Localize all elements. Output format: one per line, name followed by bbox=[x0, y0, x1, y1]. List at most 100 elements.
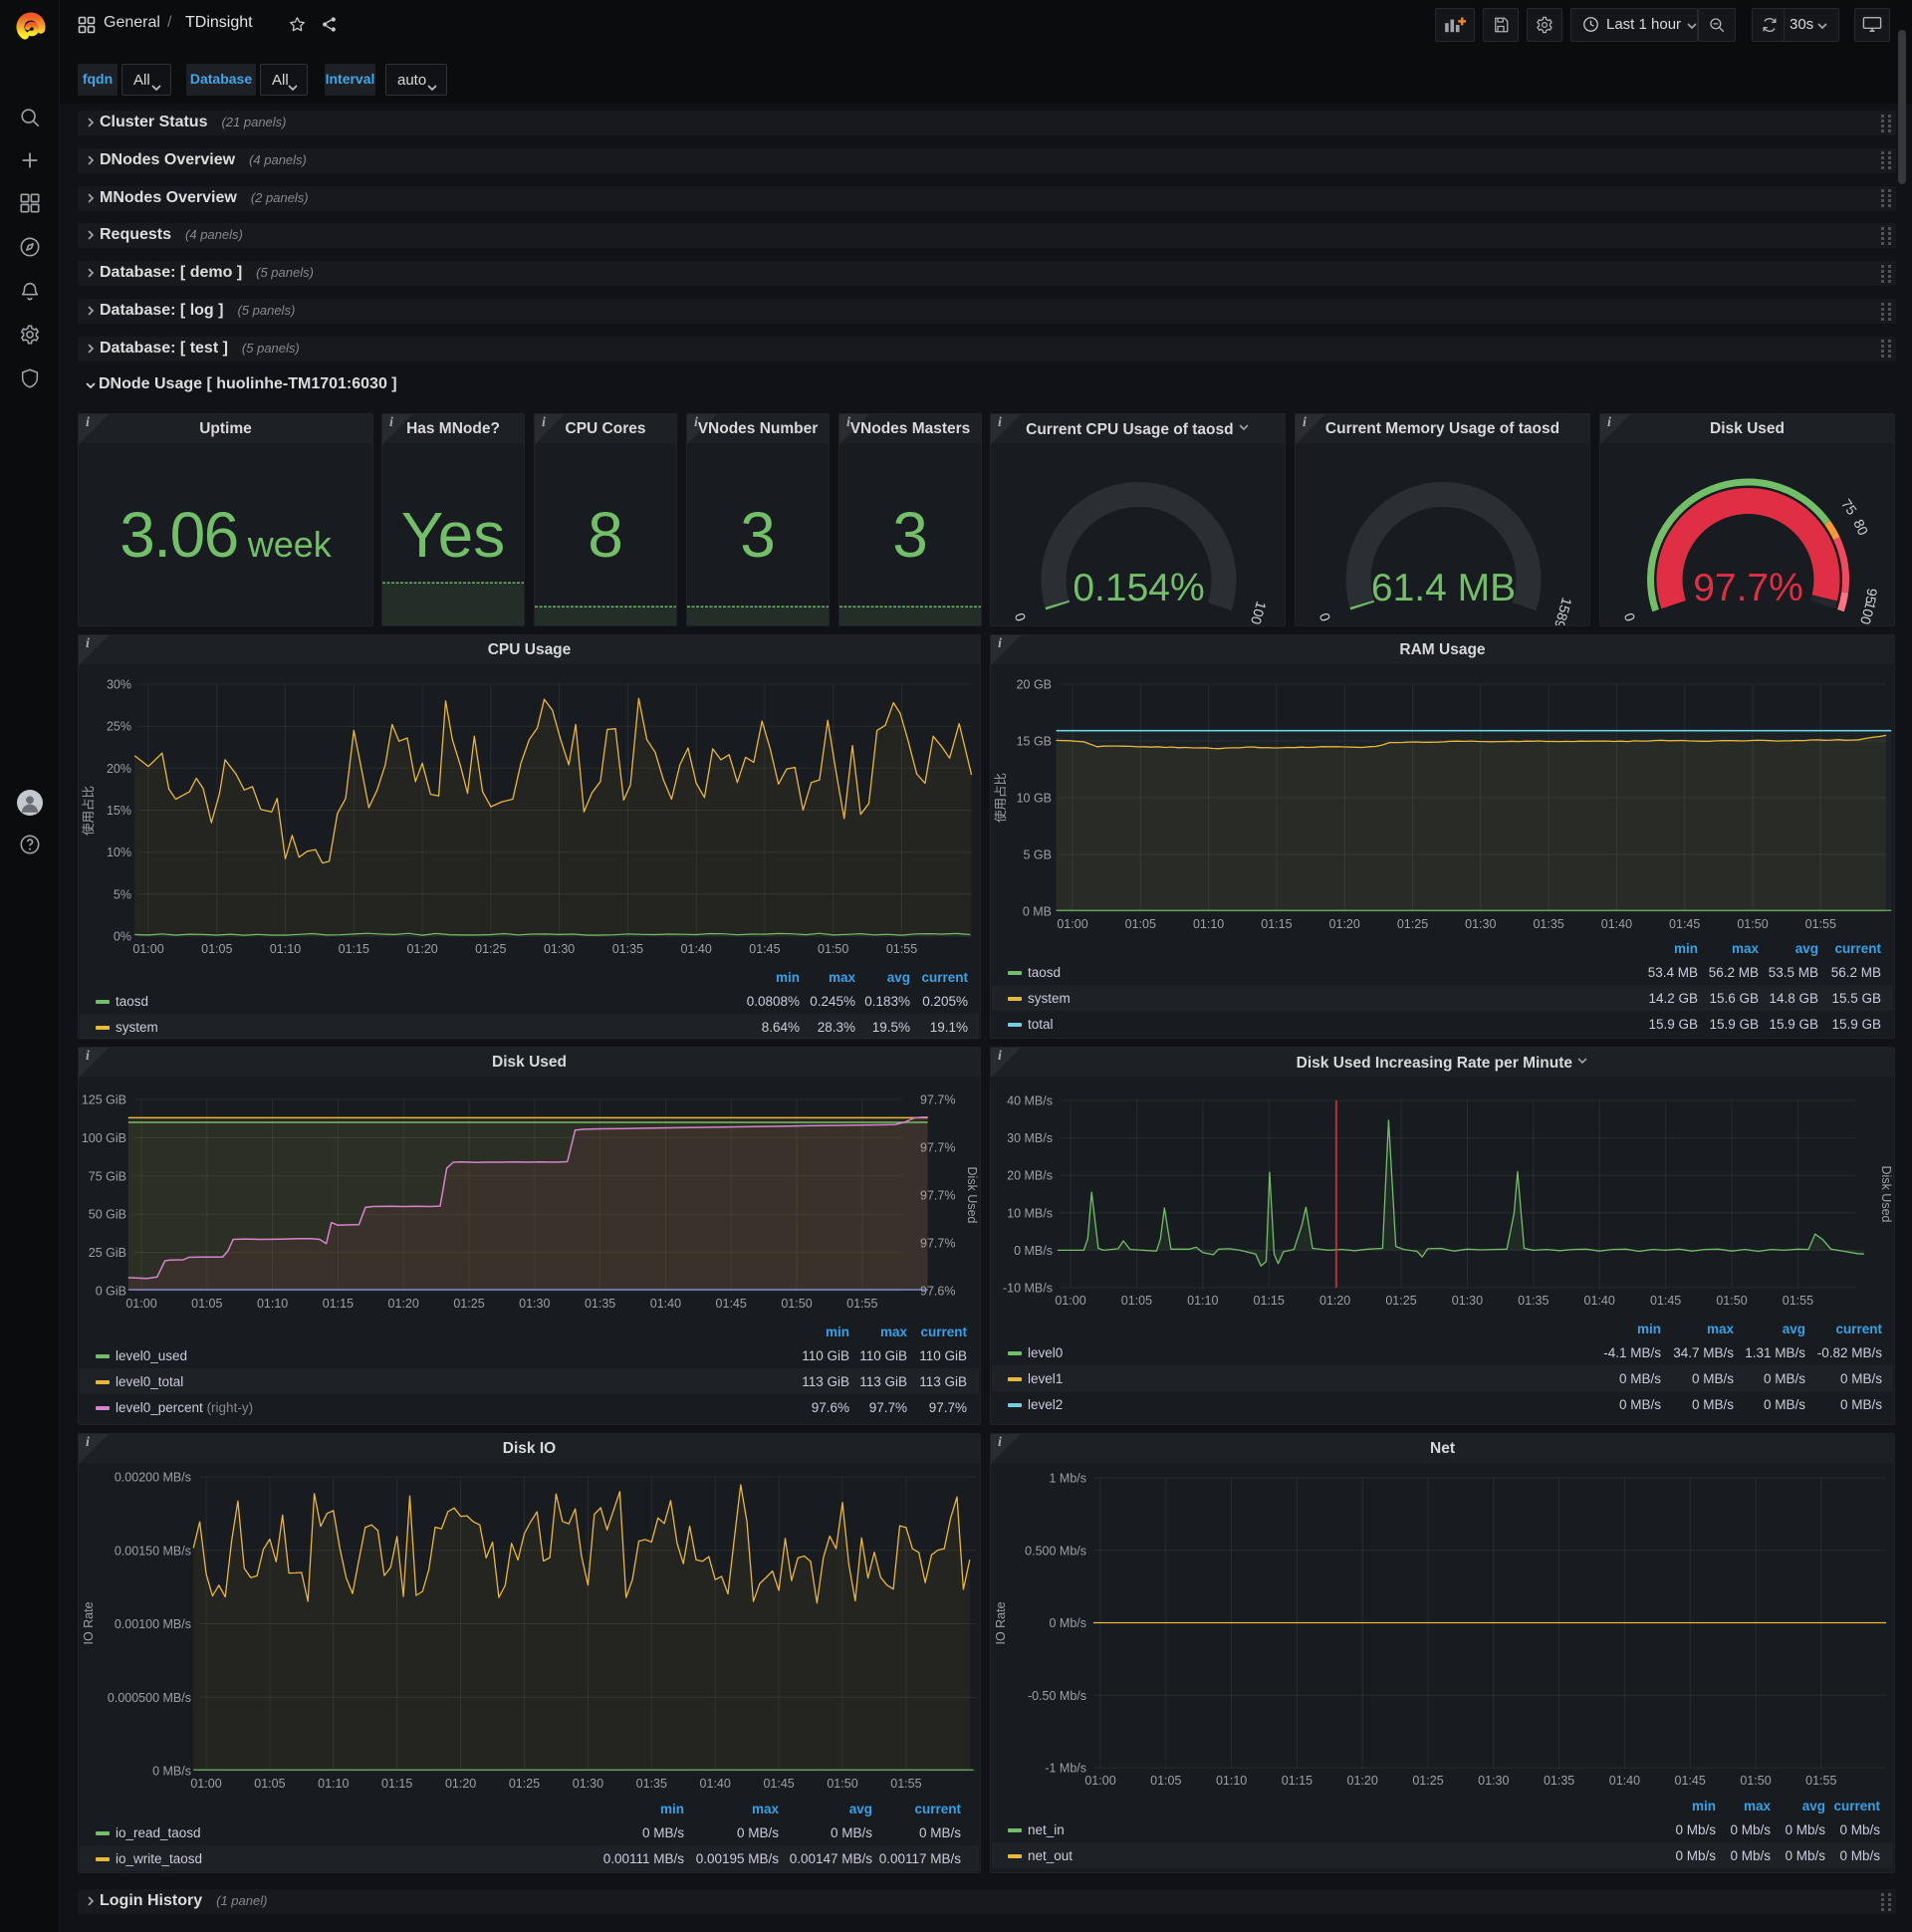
svg-text:01:30: 01:30 bbox=[1452, 1294, 1483, 1308]
svg-text:01:20: 01:20 bbox=[445, 1777, 476, 1791]
svg-text:0: 0 bbox=[1620, 610, 1638, 623]
svg-text:使用占比: 使用占比 bbox=[81, 786, 96, 836]
svg-text:01:50: 01:50 bbox=[781, 1297, 812, 1311]
svg-text:20%: 20% bbox=[107, 762, 131, 776]
svg-text:01:55: 01:55 bbox=[1783, 1294, 1813, 1308]
svg-text:01:25: 01:25 bbox=[1385, 1294, 1416, 1308]
svg-text:01:10: 01:10 bbox=[1193, 917, 1224, 931]
svg-text:01:35: 01:35 bbox=[1533, 917, 1563, 931]
svg-text:01:10: 01:10 bbox=[1187, 1294, 1218, 1308]
svg-text:01:35: 01:35 bbox=[1518, 1294, 1549, 1308]
svg-text:0 MB/s: 0 MB/s bbox=[152, 1765, 191, 1779]
svg-text:01:05: 01:05 bbox=[1121, 1294, 1152, 1308]
svg-text:10 GB: 10 GB bbox=[1017, 792, 1052, 806]
svg-text:01:20: 01:20 bbox=[406, 942, 437, 956]
svg-text:01:35: 01:35 bbox=[636, 1777, 667, 1791]
svg-text:-10 MB/s: -10 MB/s bbox=[1003, 1282, 1053, 1296]
svg-text:01:45: 01:45 bbox=[763, 1777, 794, 1791]
svg-text:01:25: 01:25 bbox=[1412, 1774, 1443, 1788]
svg-text:01:15: 01:15 bbox=[381, 1777, 412, 1791]
svg-text:0.00150 MB/s: 0.00150 MB/s bbox=[115, 1544, 191, 1558]
svg-text:01:40: 01:40 bbox=[681, 942, 712, 956]
svg-text:1 Mb/s: 1 Mb/s bbox=[1049, 1472, 1086, 1486]
svg-text:01:15: 01:15 bbox=[1254, 1294, 1285, 1308]
svg-text:01:35: 01:35 bbox=[612, 942, 643, 956]
svg-text:30 MB/s: 30 MB/s bbox=[1007, 1131, 1053, 1145]
svg-text:0.000500 MB/s: 0.000500 MB/s bbox=[108, 1691, 191, 1705]
svg-text:0: 0 bbox=[1011, 610, 1029, 623]
svg-text:01:05: 01:05 bbox=[191, 1297, 222, 1311]
svg-text:01:20: 01:20 bbox=[1329, 917, 1360, 931]
svg-text:01:25: 01:25 bbox=[475, 942, 506, 956]
svg-text:10%: 10% bbox=[107, 845, 131, 859]
svg-text:125 GiB: 125 GiB bbox=[82, 1093, 126, 1107]
svg-text:20 MB/s: 20 MB/s bbox=[1007, 1169, 1053, 1183]
svg-text:01:00: 01:00 bbox=[125, 1297, 156, 1311]
svg-text:01:20: 01:20 bbox=[1347, 1774, 1378, 1788]
svg-text:01:30: 01:30 bbox=[519, 1297, 550, 1311]
svg-text:01:45: 01:45 bbox=[1650, 1294, 1681, 1308]
svg-text:97.7%: 97.7% bbox=[1693, 567, 1803, 609]
svg-text:01:00: 01:00 bbox=[132, 942, 163, 956]
svg-text:75 GiB: 75 GiB bbox=[89, 1169, 126, 1183]
svg-text:97.6%: 97.6% bbox=[920, 1285, 955, 1299]
svg-text:0.500 Mb/s: 0.500 Mb/s bbox=[1025, 1544, 1086, 1558]
svg-text:01:55: 01:55 bbox=[886, 942, 917, 956]
svg-text:01:15: 01:15 bbox=[339, 942, 369, 956]
svg-text:01:55: 01:55 bbox=[1805, 917, 1836, 931]
svg-text:01:55: 01:55 bbox=[846, 1297, 877, 1311]
svg-text:IO Rate: IO Rate bbox=[82, 1601, 96, 1644]
svg-text:10 MB/s: 10 MB/s bbox=[1007, 1206, 1053, 1220]
svg-text:01:40: 01:40 bbox=[1609, 1774, 1640, 1788]
svg-text:40 MB/s: 40 MB/s bbox=[1007, 1094, 1053, 1108]
svg-text:01:45: 01:45 bbox=[1675, 1774, 1706, 1788]
svg-text:01:50: 01:50 bbox=[1737, 917, 1768, 931]
svg-text:01:20: 01:20 bbox=[1319, 1294, 1350, 1308]
svg-text:100 GiB: 100 GiB bbox=[82, 1131, 126, 1145]
svg-text:0 Mb/s: 0 Mb/s bbox=[1049, 1616, 1086, 1630]
svg-text:97.7%: 97.7% bbox=[920, 1237, 955, 1251]
svg-text:01:10: 01:10 bbox=[318, 1777, 349, 1791]
svg-text:01:00: 01:00 bbox=[1055, 1294, 1085, 1308]
svg-text:使用占比: 使用占比 bbox=[993, 773, 1008, 823]
svg-text:61.4 MB: 61.4 MB bbox=[1371, 567, 1516, 609]
svg-text:0 MB/s: 0 MB/s bbox=[1014, 1244, 1053, 1258]
svg-text:01:40: 01:40 bbox=[650, 1297, 681, 1311]
svg-text:15%: 15% bbox=[107, 804, 131, 818]
svg-text:01:10: 01:10 bbox=[257, 1297, 288, 1311]
svg-text:100: 100 bbox=[1857, 600, 1879, 625]
svg-text:30%: 30% bbox=[107, 678, 131, 692]
svg-text:01:45: 01:45 bbox=[716, 1297, 747, 1311]
svg-text:100: 100 bbox=[1248, 600, 1270, 625]
svg-text:01:35: 01:35 bbox=[1544, 1774, 1574, 1788]
svg-text:01:30: 01:30 bbox=[573, 1777, 603, 1791]
svg-text:80: 80 bbox=[1850, 517, 1871, 538]
svg-text:15 GB: 15 GB bbox=[1017, 735, 1052, 749]
svg-text:Disk Used: Disk Used bbox=[1879, 1166, 1893, 1223]
svg-text:-1 Mb/s: -1 Mb/s bbox=[1045, 1762, 1086, 1776]
svg-text:01:55: 01:55 bbox=[1805, 1774, 1836, 1788]
svg-text:01:05: 01:05 bbox=[201, 942, 232, 956]
svg-text:0 MB: 0 MB bbox=[1023, 905, 1052, 919]
svg-text:01:50: 01:50 bbox=[827, 1777, 857, 1791]
svg-text:01:00: 01:00 bbox=[190, 1777, 221, 1791]
svg-text:01:30: 01:30 bbox=[1478, 1774, 1509, 1788]
svg-text:1589: 1589 bbox=[1552, 596, 1575, 625]
svg-text:01:45: 01:45 bbox=[749, 942, 780, 956]
svg-text:0.00100 MB/s: 0.00100 MB/s bbox=[115, 1617, 191, 1631]
svg-text:01:55: 01:55 bbox=[890, 1777, 921, 1791]
svg-text:Disk Used: Disk Used bbox=[965, 1167, 979, 1224]
svg-text:01:15: 01:15 bbox=[1282, 1774, 1313, 1788]
svg-text:-0.50 Mb/s: -0.50 Mb/s bbox=[1028, 1689, 1086, 1703]
svg-text:0.00200 MB/s: 0.00200 MB/s bbox=[115, 1471, 191, 1485]
svg-text:01:10: 01:10 bbox=[1216, 1774, 1247, 1788]
svg-text:25 GiB: 25 GiB bbox=[89, 1246, 126, 1260]
svg-text:20 GB: 20 GB bbox=[1017, 678, 1052, 692]
svg-text:0 GiB: 0 GiB bbox=[96, 1285, 126, 1299]
svg-text:01:30: 01:30 bbox=[1465, 917, 1496, 931]
svg-text:0%: 0% bbox=[114, 930, 131, 944]
svg-text:01:35: 01:35 bbox=[585, 1297, 615, 1311]
svg-text:50 GiB: 50 GiB bbox=[89, 1208, 126, 1222]
svg-text:01:40: 01:40 bbox=[1601, 917, 1632, 931]
svg-text:25%: 25% bbox=[107, 720, 131, 734]
